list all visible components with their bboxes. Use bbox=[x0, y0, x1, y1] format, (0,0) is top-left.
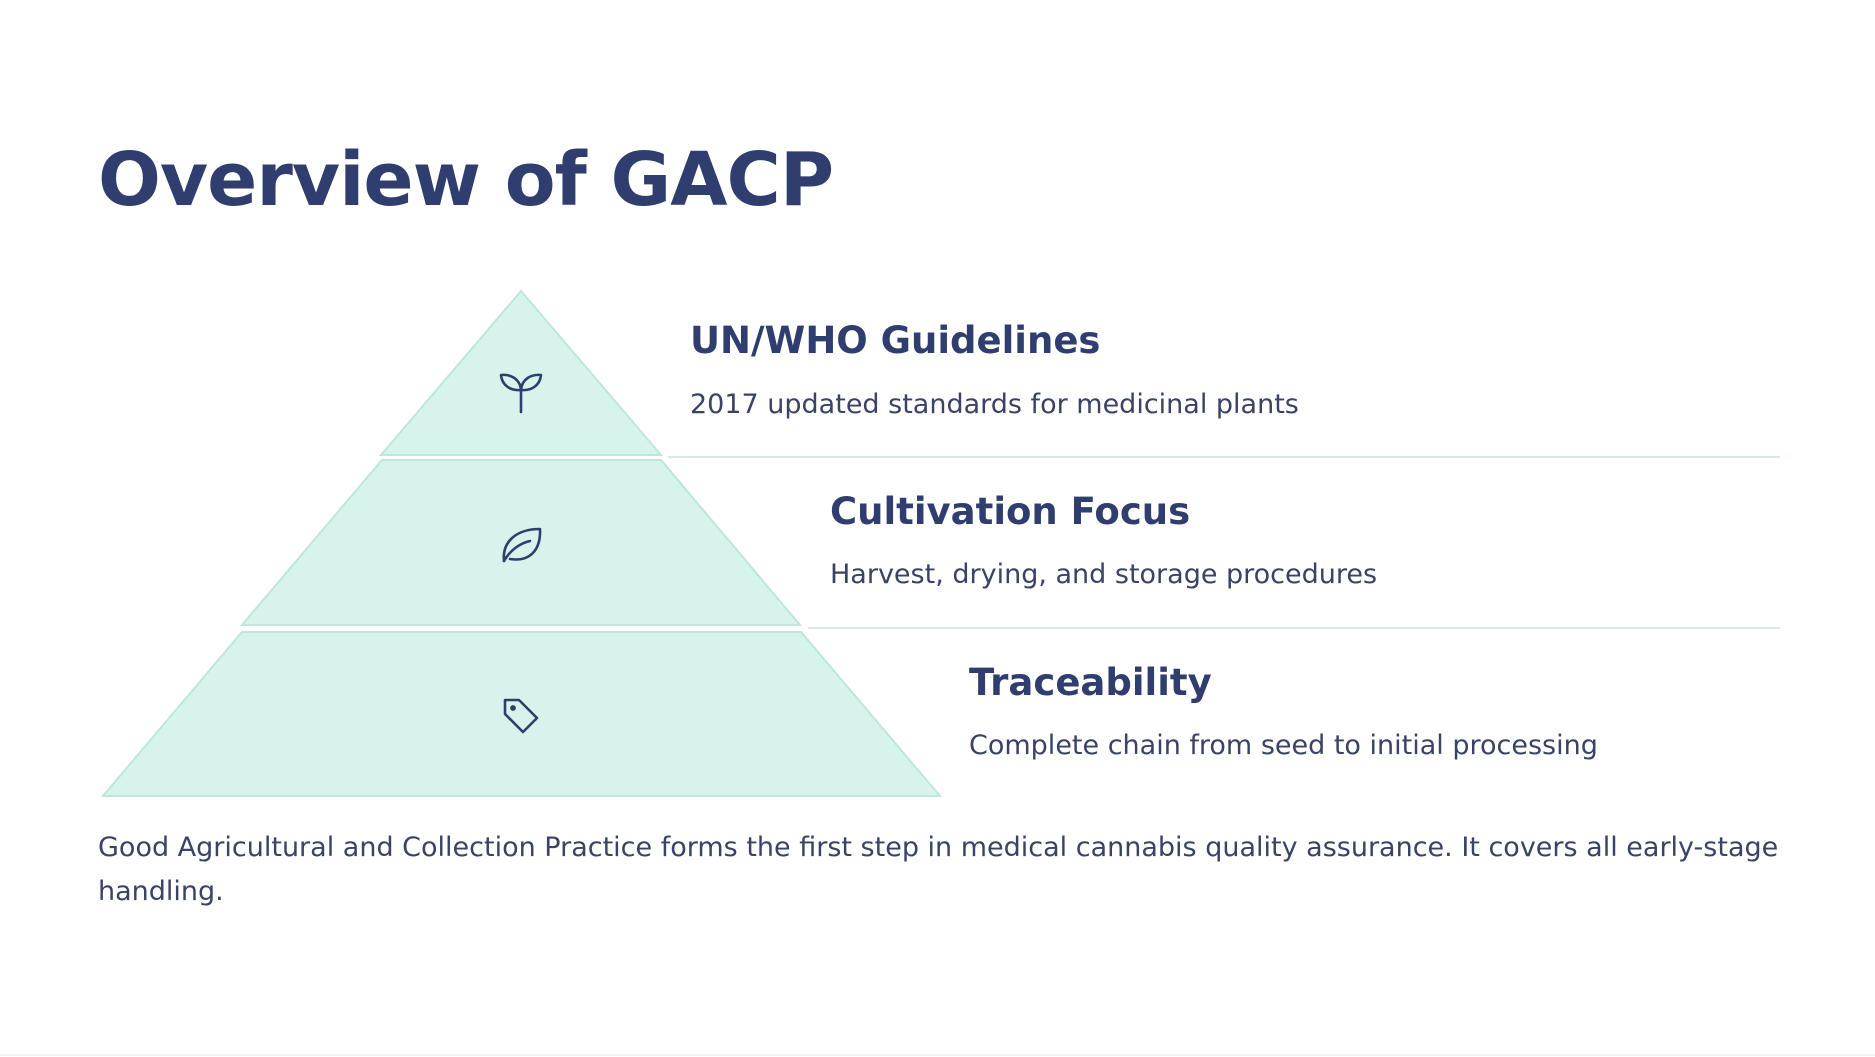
tag-icon bbox=[503, 698, 539, 734]
tier-1-description: 2017 updated standards for medicinal pla… bbox=[690, 389, 1299, 420]
tier-3-title: Traceability bbox=[969, 661, 1212, 704]
pyramid-tier-bottom bbox=[100, 631, 943, 797]
pyramid-tier-top bbox=[378, 289, 664, 456]
slide-caption: Good Agricultural and Collection Practic… bbox=[98, 832, 1779, 907]
pyramid-tier-middle bbox=[239, 459, 803, 626]
sprout-icon bbox=[499, 373, 543, 414]
tier-1-title: UN/WHO Guidelines bbox=[690, 319, 1101, 362]
leaf-icon bbox=[502, 527, 542, 563]
slide-title: Overview of GACP bbox=[98, 137, 834, 223]
tier-2-description: Harvest, drying, and storage procedures bbox=[830, 559, 1378, 590]
bottom-divider bbox=[0, 1054, 1875, 1056]
tier-2-title: Cultivation Focus bbox=[830, 490, 1191, 533]
tier-3-description: Complete chain from seed to initial proc… bbox=[969, 730, 1598, 761]
